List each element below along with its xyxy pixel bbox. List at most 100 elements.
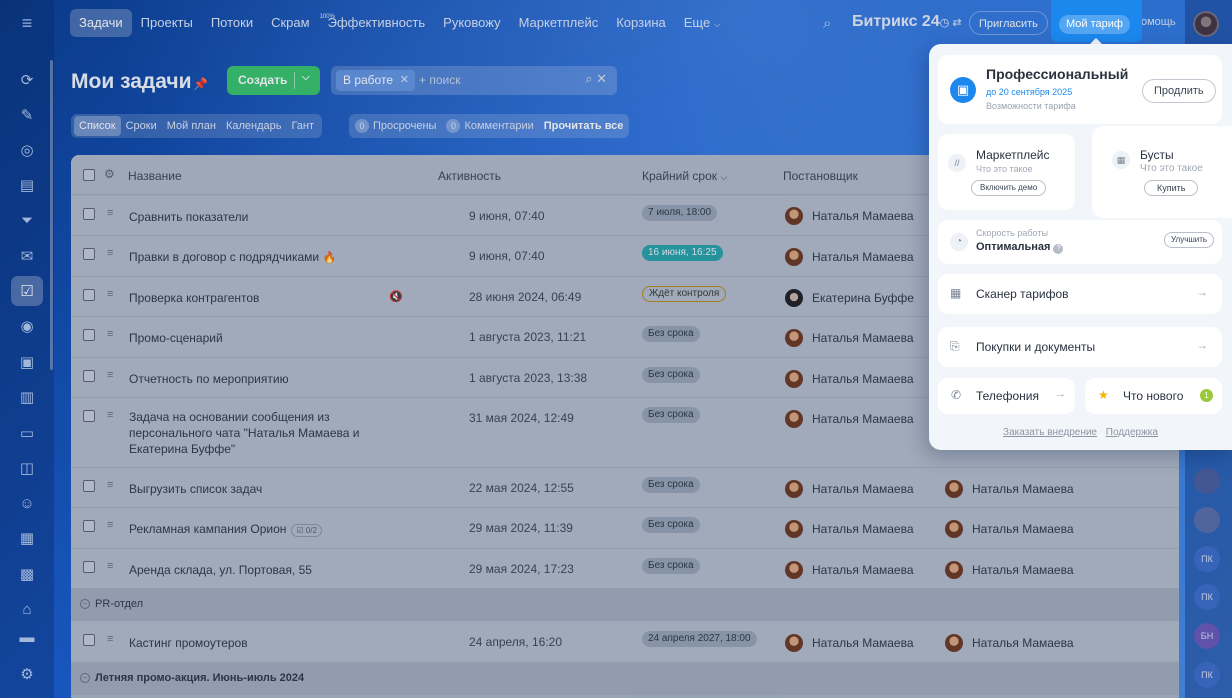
purchases-item[interactable]: ⎘ Покупки и документы → — [938, 327, 1222, 367]
tasks-edit-icon[interactable]: ✎ — [20, 107, 34, 124]
task-creator[interactable]: Наталья Мамаева — [785, 634, 914, 652]
task-title[interactable]: Правки в договор с подрядчиками 🔥 — [129, 249, 379, 266]
task-creator[interactable]: Екатерина Буффе — [785, 289, 914, 307]
drag-handle-icon[interactable]: ≡ — [107, 409, 114, 421]
create-button[interactable]: Создать ⌵ — [227, 66, 320, 95]
avatar[interactable]: ПК — [1194, 662, 1220, 688]
marketplace-card[interactable]: // Маркетплейс Что это такое Включить де… — [938, 134, 1075, 210]
tab-deadlines[interactable]: Сроки — [125, 120, 157, 132]
boosts-subtitle[interactable]: Что это такое — [1140, 163, 1203, 174]
row-checkbox[interactable] — [83, 248, 95, 260]
search-clear-icon[interactable]: ⌕ ✕ — [585, 71, 607, 86]
task-deadline[interactable]: Без срока — [642, 558, 700, 574]
avatar[interactable]: ПК — [1194, 546, 1220, 572]
task-creator[interactable]: Наталья Мамаева — [785, 410, 914, 428]
drag-handle-icon[interactable]: ≡ — [107, 560, 114, 572]
tab-list[interactable]: Список — [74, 116, 121, 136]
drag-handle-icon[interactable]: ≡ — [107, 633, 114, 645]
task-title[interactable]: Выгрузить список задач — [129, 482, 263, 496]
robot-icon[interactable]: ☺ — [19, 494, 35, 512]
mute-icon[interactable]: 🔇 — [389, 291, 403, 303]
task-creator[interactable]: Наталья Мамаева — [785, 520, 914, 538]
media-icon[interactable]: ▣ — [19, 354, 35, 371]
tab-my-plan[interactable]: Мой план — [166, 120, 216, 132]
avatar[interactable]: БН — [1194, 623, 1220, 649]
row-checkbox[interactable] — [83, 561, 95, 573]
collapse-icon[interactable]: − — [80, 673, 90, 683]
drag-handle-icon[interactable]: ≡ — [107, 369, 114, 381]
drag-handle-icon[interactable]: ≡ — [107, 247, 114, 259]
tasks-checkbox-icon[interactable]: ☑ — [11, 276, 43, 306]
nav-efficiency[interactable]: 100% Эффективность — [319, 9, 435, 37]
telephony-item[interactable]: ✆ Телефония → — [938, 378, 1075, 414]
drag-handle-icon[interactable]: ≡ — [107, 288, 114, 300]
group-header[interactable]: − PR-отдел — [71, 589, 1179, 621]
plan-until-link[interactable]: до 20 сентября 2025 — [986, 87, 1073, 97]
row-checkbox[interactable] — [83, 520, 95, 532]
checklist-badge[interactable]: ☑ 0/2 — [291, 524, 322, 537]
task-creator[interactable]: Наталья Мамаева — [785, 329, 914, 347]
drag-handle-icon[interactable]: ≡ — [107, 479, 114, 491]
nav-scrum[interactable]: Скрам — [271, 15, 310, 30]
comments-counter[interactable]: 0 Комментарии — [446, 119, 534, 133]
task-deadline[interactable]: Ждёт контроля — [642, 286, 727, 302]
search-icon[interactable]: ⌕ — [823, 15, 832, 32]
nav-tasks[interactable]: Задачи — [70, 9, 132, 37]
nav-supervising[interactable]: Руковожу — [443, 15, 501, 30]
task-title[interactable]: Аренда склада, ул. Портовая, 55 — [129, 563, 312, 577]
feed-icon[interactable]: ⟳ — [20, 72, 34, 89]
pin-icon[interactable]: 📌 — [193, 77, 208, 91]
calendar-ring-icon[interactable]: ◎ — [20, 142, 34, 159]
filter-funnel-icon[interactable]: ⏷ — [20, 211, 33, 229]
task-creator[interactable]: Наталья Мамаева — [785, 370, 914, 388]
avatar[interactable]: ПК — [1194, 584, 1220, 610]
task-assignee[interactable]: Наталья Мамаева — [945, 520, 1074, 538]
goal-icon[interactable]: ◉ — [20, 318, 34, 335]
whats-new-item[interactable]: ★ Что нового 1 — [1085, 378, 1222, 414]
select-all-checkbox[interactable] — [83, 169, 95, 181]
marketplace-subtitle[interactable]: Что это такое — [976, 164, 1033, 174]
help-link[interactable]: омощь — [1141, 16, 1176, 28]
chat-icon[interactable]: ◫ — [19, 460, 35, 477]
col-deadline[interactable]: Крайний срок ⌵ — [642, 169, 727, 183]
table-row[interactable]: ≡ Выгрузить список задач 22 мая 2024, 12… — [71, 468, 1179, 508]
nav-marketplace[interactable]: Маркетплейс — [518, 15, 599, 30]
row-checkbox[interactable] — [83, 480, 95, 492]
plan-options-link[interactable]: Возможности тарифа — [986, 101, 1076, 111]
drag-handle-icon[interactable]: ≡ — [107, 207, 114, 219]
settings-gear-icon[interactable]: ⚙ — [104, 167, 115, 181]
task-creator[interactable]: Наталья Мамаева — [785, 561, 914, 579]
building-icon[interactable]: ⌂ — [22, 600, 32, 618]
task-title[interactable]: Промо-сценарий — [129, 331, 223, 345]
row-checkbox[interactable] — [83, 370, 95, 382]
sheet-icon[interactable]: ▥ — [19, 389, 35, 406]
task-deadline[interactable]: 7 июля, 18:00 — [642, 205, 718, 221]
task-deadline[interactable]: 16 июня, 16:25 — [642, 245, 723, 261]
task-deadline[interactable]: Без срока — [642, 407, 700, 423]
order-implementation-link[interactable]: Заказать внедрение — [1003, 427, 1097, 438]
task-title[interactable]: Проверка контрагентов — [129, 291, 260, 305]
table-row[interactable]: ≡ Аренда склада, ул. Портовая, 55 29 мая… — [71, 549, 1179, 589]
collapse-icon[interactable]: − — [80, 599, 90, 609]
nav-projects[interactable]: Проекты — [140, 15, 193, 30]
search-input[interactable]: + поиск — [419, 73, 461, 87]
task-deadline[interactable]: 24 апреля 2027, 18:00 — [642, 631, 757, 647]
task-deadline[interactable]: Без срока — [642, 367, 700, 383]
table-row[interactable]: ≡ Кастинг промоутеров 24 апреля, 16:20 2… — [71, 621, 1179, 663]
tab-calendar[interactable]: Календарь — [225, 120, 282, 132]
hamburger-menu-icon[interactable]: ≡ — [21, 13, 33, 33]
mail-icon[interactable]: ✉ — [20, 248, 34, 265]
task-title[interactable]: Сравнить показатели — [129, 210, 249, 224]
task-title[interactable]: Рекламная кампания Орион ☑ 0/2 — [129, 521, 379, 537]
chevron-down-icon[interactable]: ⌵ — [302, 72, 310, 83]
filter-chip[interactable]: В работе ✕ — [336, 70, 416, 91]
filter-search-box[interactable]: В работе ✕ + поиск ⌕ ✕ — [331, 66, 617, 95]
my-tariff-button[interactable]: Мой тариф — [1059, 15, 1130, 34]
question-icon[interactable]: ? — [1053, 244, 1064, 254]
task-deadline[interactable]: Без срока — [642, 517, 700, 533]
col-name[interactable]: Название — [128, 169, 182, 183]
user-avatar[interactable] — [1193, 11, 1219, 37]
task-deadline[interactable]: Без срока — [642, 326, 700, 342]
row-checkbox[interactable] — [83, 329, 95, 341]
drag-handle-icon[interactable]: ≡ — [107, 519, 114, 531]
